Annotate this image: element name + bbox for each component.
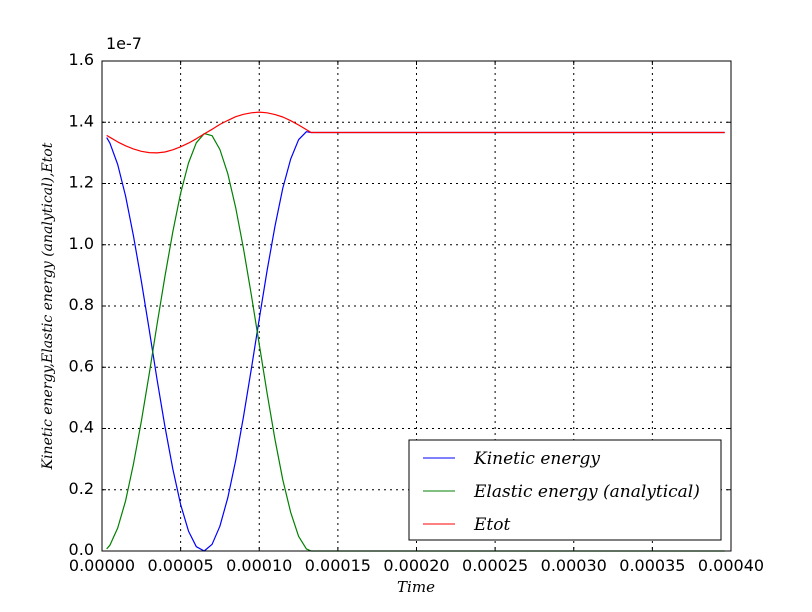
y-tick-label: 0.2 [69, 479, 94, 498]
x-tick-label: 0.00025 [462, 556, 528, 575]
x-tick-label: 0.00035 [619, 556, 685, 575]
y-axis-label: Kinetic energy,Elastic energy (analytica… [40, 142, 56, 470]
series-line-etot [106, 111, 725, 154]
y-tick-label: 1.6 [69, 50, 94, 69]
x-tick-label: 0.00020 [383, 556, 449, 575]
x-tick-label: 0.00005 [148, 556, 214, 575]
x-tick-label: 0.00010 [226, 556, 292, 575]
y-tick-label: 1.2 [69, 173, 94, 192]
x-tick-label: 0.00015 [305, 556, 371, 575]
legend: Kinetic energy Elastic energy (analytical… [408, 439, 722, 541]
x-tick-label: 0.00000 [69, 556, 135, 575]
x-tick-label: 0.00040 [698, 556, 764, 575]
y-tick-label: 0.4 [69, 418, 94, 437]
legend-label-kinetic-energy: Kinetic energy [473, 449, 600, 469]
series-lines [106, 111, 725, 552]
y-offset-label: 1e-7 [106, 34, 142, 53]
y-tick-label: 0.8 [69, 295, 94, 314]
ticks: 0.00000 0.00005 0.00010 0.00015 0.00020 0.000… [69, 50, 765, 575]
legend-label-elastic-energy-analytical: Elastic energy (analytical) [473, 482, 700, 502]
legend-label-etot: Etot [473, 515, 510, 535]
x-axis-label: Time [397, 578, 435, 596]
y-tick-label: 0.6 [69, 356, 94, 375]
y-tick-label: 1.4 [69, 111, 94, 130]
series-line-elastic-energy-analytical [106, 133, 725, 552]
series-line-kinetic-energy [106, 131, 725, 552]
x-tick-label: 0.00030 [541, 556, 607, 575]
y-tick-label: 1.0 [69, 234, 94, 253]
legend-box [408, 439, 722, 541]
y-tick-label: 0.0 [69, 540, 94, 559]
